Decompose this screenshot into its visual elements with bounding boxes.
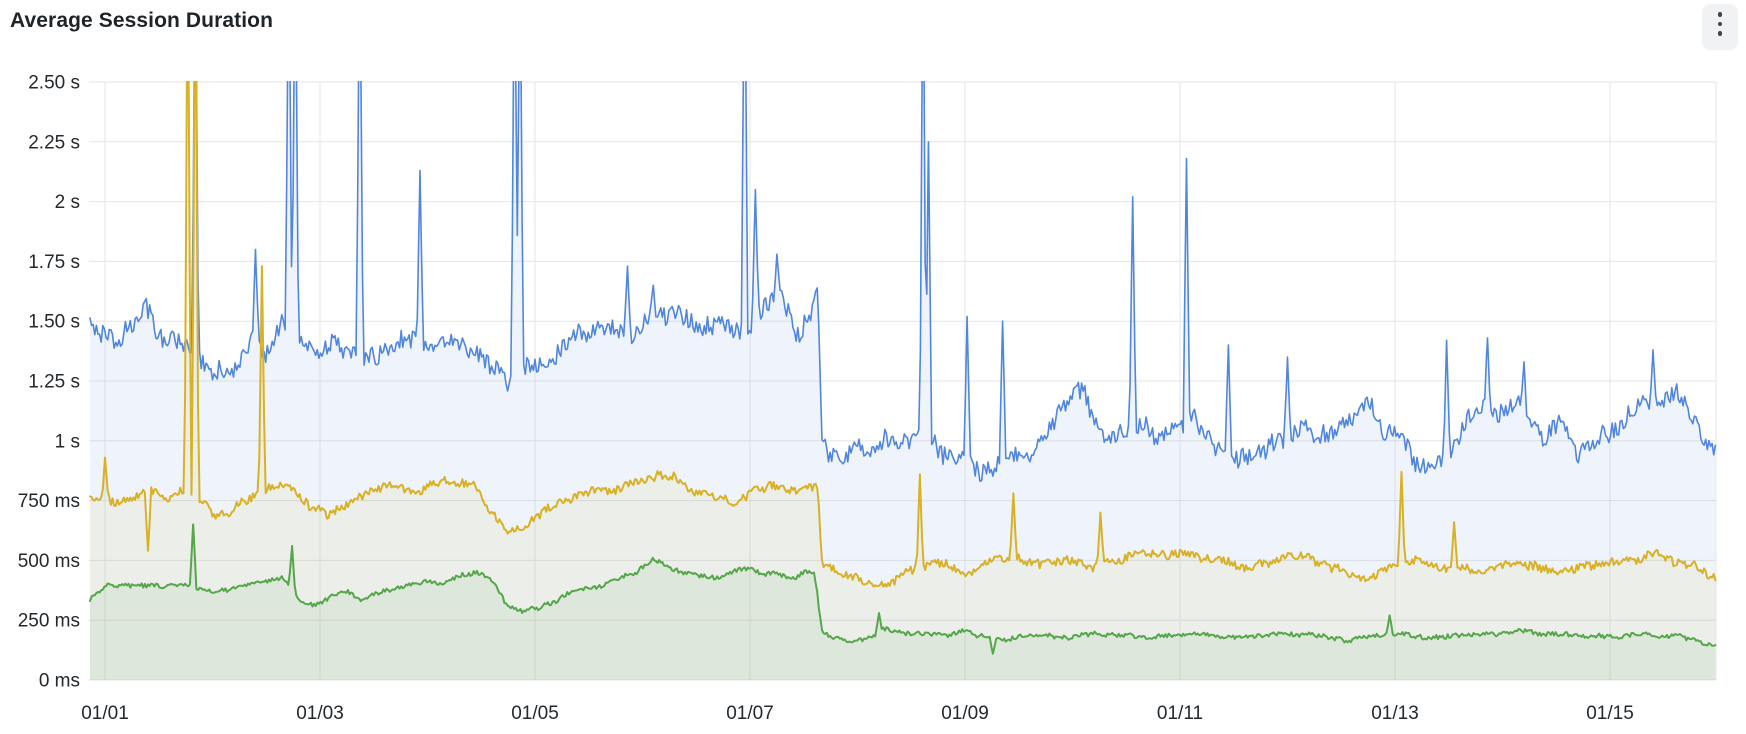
y-axis-tick-label: 0 ms bbox=[39, 671, 80, 692]
y-axis-tick-label: 2.25 s bbox=[28, 132, 80, 153]
y-axis-tick-label: 1 s bbox=[55, 431, 80, 452]
y-axis-tick-label: 250 ms bbox=[18, 611, 80, 632]
y-axis-tick-label: 750 ms bbox=[18, 491, 80, 512]
series-blue-area bbox=[90, 81, 1716, 680]
panel-header: Average Session Duration bbox=[0, 0, 1746, 56]
axis-labels: 0 ms 250 ms 500 ms 750 ms 1 s 1.25 s 1.50 s 1.7… bbox=[18, 73, 1634, 725]
series-yellow-line bbox=[89, 81, 1717, 588]
y-axis-tick-label: 1.50 s bbox=[28, 312, 80, 333]
series-green-area bbox=[90, 524, 1716, 680]
y-axis-tick-label: 500 ms bbox=[18, 551, 80, 572]
panel-menu-button[interactable] bbox=[1702, 4, 1738, 50]
y-axis-tick-label: 1.75 s bbox=[28, 252, 80, 273]
series-yellow-area bbox=[90, 81, 1716, 680]
x-axis-tick-label: 01/15 bbox=[1586, 703, 1634, 724]
x-axis-tick-label: 01/11 bbox=[1157, 703, 1203, 724]
x-axis-tick-label: 01/07 bbox=[726, 703, 774, 724]
x-axis-tick-label: 01/13 bbox=[1371, 703, 1419, 724]
y-axis-tick-label: 1.25 s bbox=[28, 372, 80, 393]
x-axis-tick-label: 01/05 bbox=[511, 703, 559, 724]
x-axis-tick-label: 01/03 bbox=[296, 703, 344, 724]
x-axis-tick-label: 01/01 bbox=[81, 703, 129, 724]
kebab-menu-icon bbox=[1717, 12, 1723, 36]
series-blue-line bbox=[89, 81, 1717, 483]
panel-title[interactable]: Average Session Duration bbox=[10, 9, 274, 32]
plot-area[interactable] bbox=[89, 0, 1717, 680]
y-axis-tick-label: 2 s bbox=[55, 192, 80, 213]
series-green-line bbox=[89, 523, 1717, 655]
y-axis-tick-label: 2.50 s bbox=[28, 73, 80, 94]
x-axis-tick-label: 01/09 bbox=[941, 703, 989, 724]
